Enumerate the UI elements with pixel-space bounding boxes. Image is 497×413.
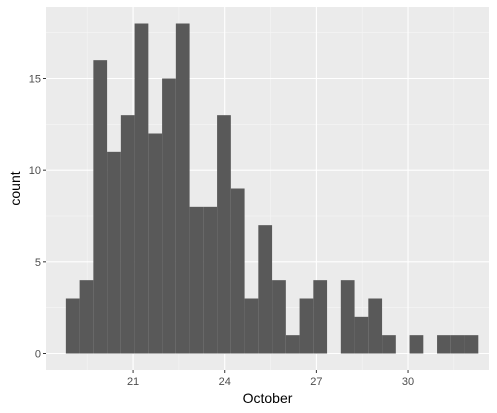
- histogram-bar: [107, 151, 121, 354]
- x-axis-title: October: [243, 390, 293, 406]
- histogram-bar: [450, 335, 465, 354]
- y-tick-label: 10: [29, 165, 41, 177]
- histogram-bar: [230, 188, 245, 354]
- histogram-bar: [409, 335, 424, 354]
- histogram-bar: [437, 335, 451, 354]
- y-axis-title: count: [7, 171, 23, 205]
- histogram-bar: [134, 23, 149, 354]
- histogram-bar: [382, 335, 396, 354]
- histogram-bar: [313, 280, 328, 354]
- histogram-bar: [148, 133, 163, 354]
- histogram-bar: [272, 280, 286, 354]
- histogram-bar: [203, 206, 218, 354]
- histogram-bar: [285, 335, 300, 354]
- histogram-bar: [244, 298, 259, 354]
- histogram-bar: [65, 298, 80, 354]
- y-tick-label: 0: [35, 349, 41, 361]
- histogram-bar: [464, 335, 479, 354]
- x-axis: 21 24 27 30: [127, 370, 414, 388]
- y-axis: 0 5 10 15: [29, 74, 46, 361]
- histogram-bar: [175, 23, 190, 354]
- histogram-bar: [340, 280, 355, 354]
- x-tick-label: 30: [402, 376, 414, 388]
- x-tick-label: 21: [127, 376, 139, 388]
- histogram-bar: [354, 316, 369, 354]
- histogram-bars: [65, 23, 479, 354]
- histogram-bar: [79, 280, 94, 354]
- histogram-bar: [217, 115, 231, 354]
- histogram-bar: [368, 298, 383, 354]
- histogram-bar: [162, 78, 176, 354]
- histogram-bar: [120, 115, 135, 354]
- x-tick-label: 24: [219, 376, 231, 388]
- histogram-bar: [189, 206, 204, 354]
- histogram-bar: [93, 60, 108, 354]
- histogram-bar: [258, 225, 273, 354]
- y-tick-label: 15: [29, 74, 41, 86]
- histogram-bar: [299, 298, 314, 354]
- x-tick-label: 27: [310, 376, 322, 388]
- y-tick-label: 5: [35, 257, 41, 269]
